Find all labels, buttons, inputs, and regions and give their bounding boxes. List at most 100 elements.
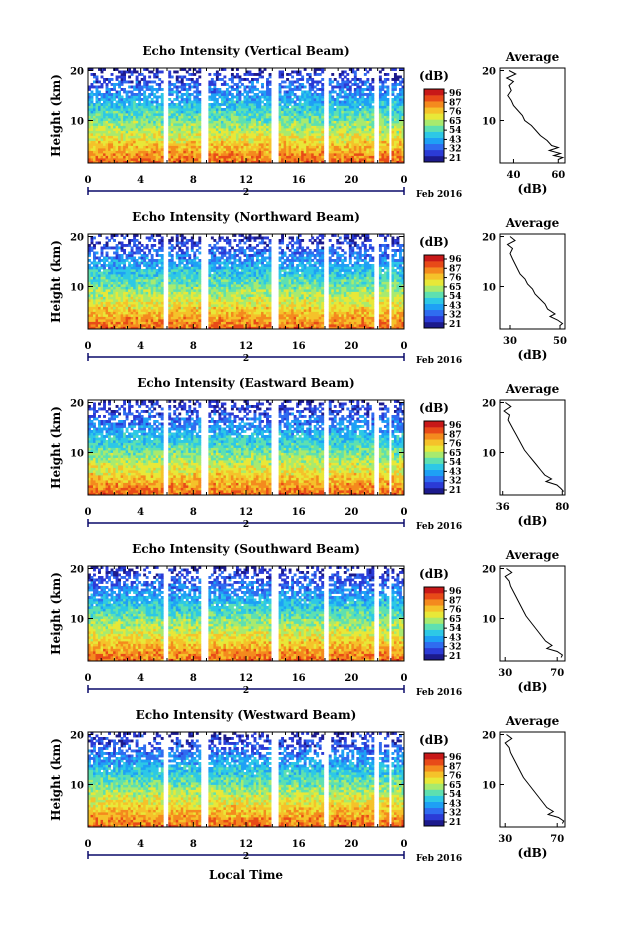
beam-panel: Echo Intensity (Southward Beam)1020Heigh…	[49, 542, 566, 698]
colorbar-swatch	[424, 777, 444, 784]
colorbar-tick-label: 96	[449, 89, 462, 99]
beam-panel: Echo Intensity (Westward Beam)1020Height…	[49, 708, 566, 864]
colorbar-swatch	[424, 445, 444, 452]
average-title: Average	[505, 50, 560, 64]
y-tick-label: 10	[70, 615, 84, 626]
colorbar-swatch	[424, 801, 444, 809]
colorbar-swatch	[424, 469, 444, 477]
x-tick-label: 0	[401, 341, 408, 352]
average-title: Average	[505, 548, 560, 562]
x-tick-label: 8	[190, 673, 197, 684]
heatmap-cells	[88, 234, 405, 330]
colorbar-swatch	[424, 765, 444, 772]
colorbar-swatch	[424, 457, 444, 464]
colorbar-swatch	[424, 623, 444, 630]
average-x-tick-label: 50	[553, 336, 567, 347]
y-tick-label: 20	[70, 399, 84, 410]
colorbar-swatch	[424, 291, 444, 298]
date-label: Feb 2016	[416, 190, 462, 200]
y-tick-label: 20	[70, 233, 84, 244]
x-tick-label: 16	[292, 673, 306, 684]
average-frame	[499, 399, 566, 496]
average-profile-line	[503, 402, 564, 492]
colorbar-swatch	[424, 95, 444, 102]
beam-panel: Echo Intensity (Eastward Beam)1020Height…	[49, 376, 569, 532]
colorbar-swatch	[424, 487, 444, 495]
colorbar-swatch	[424, 481, 444, 489]
average-frame	[499, 67, 566, 164]
colorbar-unit: (dB)	[419, 733, 449, 747]
colorbar-swatch	[424, 107, 444, 114]
colorbar-tick-label: 96	[449, 421, 462, 431]
x-tick-label: 16	[292, 839, 306, 850]
x-tick-label: 4	[137, 175, 144, 186]
average-x-tick-label: 70	[550, 834, 564, 845]
heatmap-cells	[88, 68, 405, 164]
colorbar-swatch	[424, 309, 444, 317]
panel-title: Echo Intensity (Westward Beam)	[136, 708, 357, 722]
x-tick-label: 8	[190, 175, 197, 186]
colorbar-tick-label: 43	[449, 301, 462, 311]
colorbar-tick-label: 65	[449, 781, 462, 791]
colorbar-tick-label: 54	[449, 790, 462, 800]
x-tick-label: 20	[344, 175, 358, 186]
colorbar-tick-label: 65	[449, 449, 462, 459]
colorbar-tick-label: 54	[449, 458, 462, 468]
colorbar-tick-label: 76	[449, 772, 462, 782]
x-tick-label: 4	[137, 341, 144, 352]
y-tick-label: 20	[70, 67, 84, 78]
beam-panel: Echo Intensity (Vertical Beam)1020Height…	[49, 44, 566, 200]
y-tick-label: 10	[70, 449, 84, 460]
average-x-label: (dB)	[518, 846, 548, 860]
colorbar-tick-label: 54	[449, 292, 462, 302]
colorbar-tick-label: 21	[449, 154, 462, 164]
average-x-label: (dB)	[518, 182, 548, 196]
colorbar-tick-label: 32	[449, 809, 462, 819]
average-y-tick-label: 10	[482, 117, 496, 128]
colorbar-tick-label: 87	[449, 98, 462, 108]
average-x-tick-label: 70	[550, 668, 564, 679]
colorbar-swatch	[424, 155, 444, 163]
day-label: 2	[243, 520, 249, 530]
colorbar-tick-label: 21	[449, 652, 462, 662]
colorbar-tick-label: 43	[449, 135, 462, 145]
local-time-axis-label: Local Time	[209, 868, 283, 882]
average-y-tick-label: 20	[482, 731, 496, 742]
colorbar-swatch	[424, 819, 444, 827]
colorbar-tick-label: 76	[449, 606, 462, 616]
x-tick-label: 4	[137, 839, 144, 850]
colorbar-tick-label: 43	[449, 633, 462, 643]
colorbar-swatch	[424, 303, 444, 311]
x-tick-label: 0	[85, 839, 92, 850]
colorbar-tick-label: 54	[449, 624, 462, 634]
colorbar-swatch	[424, 279, 444, 286]
colorbar-swatch	[424, 267, 444, 274]
colorbar-tick-label: 43	[449, 799, 462, 809]
colorbar-tick-label: 32	[449, 643, 462, 653]
average-x-tick-label: 30	[498, 834, 512, 845]
colorbar-swatch	[424, 771, 444, 778]
panel-title: Echo Intensity (Northward Beam)	[132, 210, 360, 224]
colorbar-unit: (dB)	[419, 401, 449, 415]
colorbar-tick-label: 32	[449, 311, 462, 321]
colorbar-tick-label: 96	[449, 255, 462, 265]
x-tick-label: 12	[239, 175, 253, 186]
average-y-tick-label: 20	[482, 233, 496, 244]
colorbar-frame	[423, 88, 445, 163]
x-tick-label: 0	[401, 507, 408, 518]
colorbar-swatch	[424, 451, 444, 458]
x-tick-label: 16	[292, 507, 306, 518]
average-y-tick-label: 20	[482, 67, 496, 78]
date-label: Feb 2016	[416, 854, 462, 864]
x-tick-label: 12	[239, 673, 253, 684]
average-x-label: (dB)	[518, 348, 548, 362]
colorbar-tick-label: 21	[449, 486, 462, 496]
average-y-tick-label: 20	[482, 565, 496, 576]
colorbar-swatch	[424, 753, 444, 760]
colorbar-swatch	[424, 119, 444, 126]
colorbar-tick-label: 87	[449, 264, 462, 274]
x-tick-label: 0	[85, 175, 92, 186]
average-y-tick-label: 20	[482, 399, 496, 410]
colorbar-swatch	[424, 611, 444, 618]
heatmap-cells	[88, 732, 405, 828]
